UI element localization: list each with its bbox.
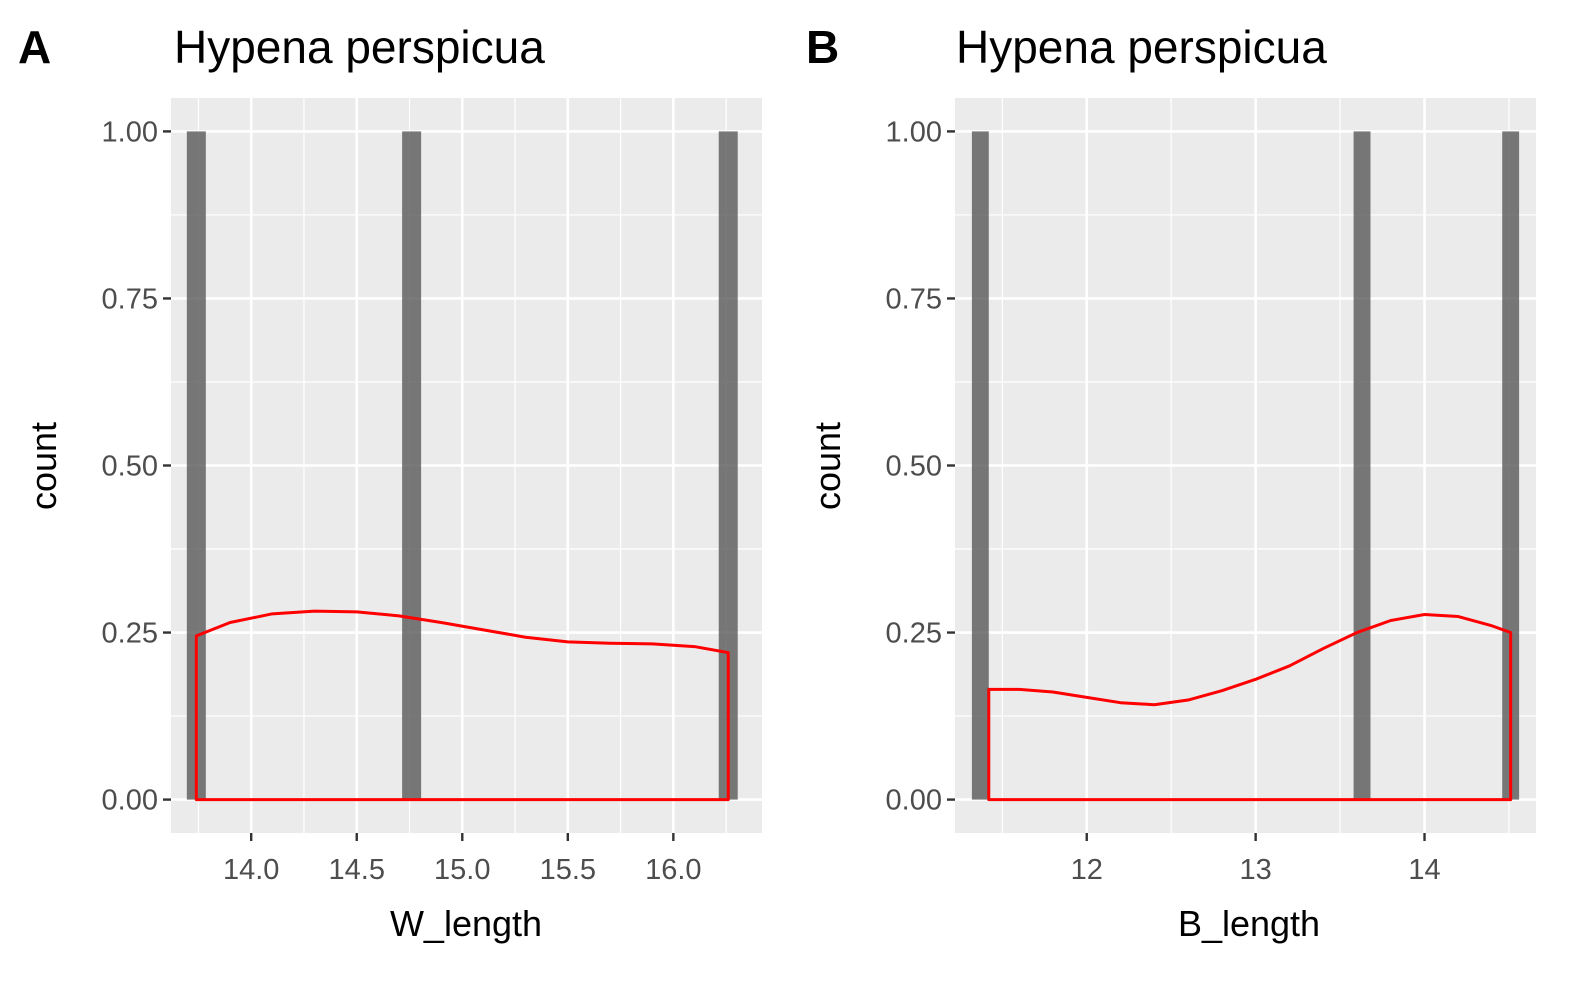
x-tick-label: 12 [1071,854,1103,886]
histogram-bar [971,131,989,800]
density-layer [194,609,730,802]
panel-b: B Hypena perspicua 0.000.250.500.751.00 … [806,21,1536,944]
y-tick-label: 0.25 [102,618,158,650]
histogram-bar [1353,131,1371,800]
x-tick-label: 15.0 [434,854,490,886]
x-tick-label: 14 [1408,854,1440,886]
y-tick-label: 0.50 [886,451,942,483]
histogram-bar [718,131,738,800]
chart-title: Hypena perspicua [174,21,545,73]
panel-a: A Hypena perspicua 0.000.250.500.751.00 … [18,21,762,944]
y-tick-label: 0.00 [102,785,158,817]
x-tick-label: 16.0 [645,854,701,886]
histogram-bars [971,131,1520,800]
density-curve [194,609,730,802]
y-axis: 0.00 0.25 0.50 0.75 1.00 [102,116,171,817]
y-tick-label: 0.75 [886,283,942,315]
x-tick-label: 15.5 [540,854,596,886]
panel-tag: B [806,21,839,73]
panel-tag: A [18,21,51,73]
y-axis-label: count [23,422,64,510]
x-tick-label: 13 [1240,854,1272,886]
histogram-bar [402,131,422,800]
y-tick-label: 0.00 [886,785,942,817]
density-layer [987,613,1513,802]
x-tick-label: 14.0 [223,854,279,886]
y-tick-label: 0.25 [886,618,942,650]
y-axis-label: count [807,422,848,510]
y-tick-label: 0.75 [102,283,158,315]
density-curve [987,613,1513,802]
y-axis: 0.00 0.25 0.50 0.75 1.00 [886,116,955,817]
chart-title: Hypena perspicua [956,21,1327,73]
x-axis: 14.0 14.5 15.0 15.5 16.0 [223,833,702,886]
x-axis-label: W_length [390,903,542,944]
y-tick-label: 0.50 [102,451,158,483]
y-tick-label: 1.00 [102,116,158,148]
x-tick-label: 14.5 [329,854,385,886]
y-tick-label: 1.00 [886,116,942,148]
x-axis-label: B_length [1178,903,1320,944]
x-axis: 12 13 14 [1071,833,1441,886]
